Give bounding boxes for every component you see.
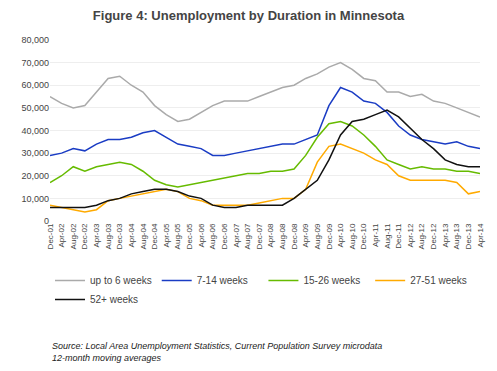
svg-text:52+ weeks: 52+ weeks [90, 294, 138, 305]
svg-text:Dec-01: Dec-01 [46, 223, 55, 249]
svg-text:Dec-07: Dec-07 [255, 223, 264, 249]
svg-text:Dec-13: Dec-13 [464, 223, 473, 249]
svg-text:20,000: 20,000 [21, 171, 49, 181]
svg-text:Dec-12: Dec-12 [429, 223, 438, 249]
svg-text:Apr-13: Apr-13 [441, 223, 450, 248]
svg-text:Aug-03: Aug-03 [104, 223, 113, 249]
svg-text:Apr-03: Apr-03 [92, 223, 101, 248]
svg-text:Aug-07: Aug-07 [243, 223, 252, 249]
svg-text:Aug-13: Aug-13 [452, 223, 461, 249]
svg-text:Aug-11: Aug-11 [383, 223, 392, 249]
svg-text:Aug-05: Aug-05 [173, 223, 182, 249]
svg-text:Dec-05: Dec-05 [185, 223, 194, 249]
svg-text:Aug-08: Aug-08 [278, 223, 287, 249]
svg-text:0: 0 [44, 216, 49, 226]
svg-text:60,000: 60,000 [21, 80, 49, 90]
svg-text:Apr-10: Apr-10 [336, 223, 345, 248]
svg-text:Dec-09: Dec-09 [325, 223, 334, 249]
svg-text:Dec-06: Dec-06 [220, 223, 229, 249]
svg-text:Apr-11: Apr-11 [371, 223, 380, 247]
svg-text:Dec-10: Dec-10 [359, 223, 368, 249]
svg-text:70,000: 70,000 [21, 58, 49, 68]
svg-text:40,000: 40,000 [21, 126, 49, 136]
svg-text:Aug-09: Aug-09 [313, 223, 322, 249]
svg-text:Apr-06: Apr-06 [197, 223, 206, 248]
svg-text:Figure 4: Unemployment by Dura: Figure 4: Unemployment by Duration in Mi… [93, 8, 405, 23]
svg-text:Apr-08: Apr-08 [266, 223, 275, 248]
svg-text:Dec-04: Dec-04 [150, 223, 159, 249]
svg-text:Dec-02: Dec-02 [80, 223, 89, 249]
svg-text:Source: Local Area Unemploymen: Source: Local Area Unemployment Statisti… [52, 341, 382, 363]
svg-text:27-51 weeks: 27-51 weeks [410, 275, 467, 286]
svg-text:up to 6 weeks: up to 6 weeks [90, 275, 152, 286]
svg-text:Apr-09: Apr-09 [301, 223, 310, 248]
svg-text:Aug-04: Aug-04 [139, 223, 148, 249]
svg-text:7-14 weeks: 7-14 weeks [197, 275, 248, 286]
svg-text:Aug-10: Aug-10 [348, 223, 357, 249]
svg-text:80,000: 80,000 [21, 35, 49, 45]
svg-text:10,000: 10,000 [21, 194, 49, 204]
svg-text:Dec-03: Dec-03 [115, 223, 124, 249]
svg-text:50,000: 50,000 [21, 103, 49, 113]
svg-text:15-26 weeks: 15-26 weeks [303, 275, 360, 286]
svg-text:Apr-12: Apr-12 [406, 223, 415, 248]
svg-text:Apr-07: Apr-07 [232, 223, 241, 248]
svg-text:Apr-02: Apr-02 [57, 223, 66, 248]
svg-text:Apr-05: Apr-05 [162, 223, 171, 248]
svg-text:Apr-04: Apr-04 [127, 223, 136, 248]
svg-text:Aug-12: Aug-12 [417, 223, 426, 249]
svg-text:Dec-08: Dec-08 [290, 223, 299, 249]
svg-text:30,000: 30,000 [21, 148, 49, 158]
svg-text:Aug-06: Aug-06 [208, 223, 217, 249]
svg-text:Dec-11: Dec-11 [394, 223, 403, 249]
svg-text:Apr-14: Apr-14 [476, 223, 485, 248]
svg-text:Aug-02: Aug-02 [69, 223, 78, 249]
